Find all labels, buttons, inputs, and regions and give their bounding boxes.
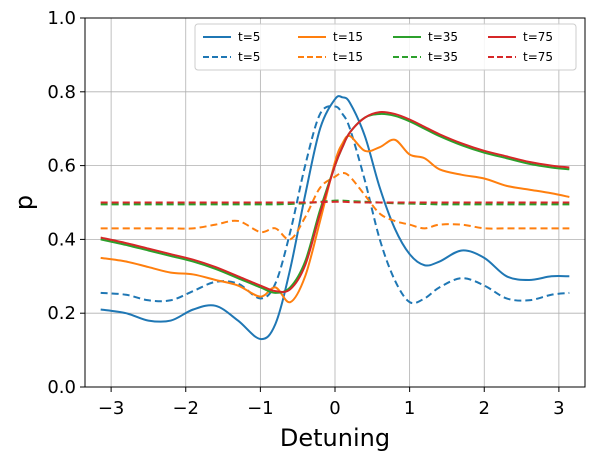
y-tick-label: 0.0: [47, 377, 76, 398]
series-line-t-5-dashed: [100, 105, 570, 305]
x-tick-label: 0: [329, 398, 340, 419]
series-line-t-5-solid: [100, 95, 570, 341]
y-tick-label: 0.6: [47, 156, 76, 177]
legend: t=5 t=5 t=15 t=15 t=35 t=35 t=75 t=75: [194, 23, 577, 71]
x-tick-label: −3: [98, 398, 125, 419]
x-axis-label: Detuning: [280, 424, 390, 452]
legend-entry-label: t=15: [333, 50, 363, 64]
y-tick-label: 0.2: [47, 303, 76, 324]
y-axis-label: p: [10, 195, 38, 210]
y-tick-label: 0.4: [47, 229, 76, 250]
legend-entry-label: t=5: [238, 50, 260, 64]
x-tick-label: 3: [553, 398, 564, 419]
x-tick-label: 1: [404, 398, 415, 419]
legend-entry-label: t=15: [333, 30, 363, 44]
series-line-t-75-solid: [100, 110, 570, 293]
x-tick-label: −1: [247, 398, 274, 419]
legend-entry-label: t=35: [428, 50, 458, 64]
x-tick-label: −2: [172, 398, 199, 419]
axis-ticks: −3 −2 −1 0 1 2 3 0.0 0.2 0.4 0.6 0.8 1.0: [47, 8, 564, 419]
legend-box: [194, 23, 577, 71]
legend-entry-label: t=35: [428, 30, 458, 44]
series-line-t-35-dashed: [100, 199, 570, 206]
legend-entry-label: t=75: [523, 50, 553, 64]
series-line-t-15-dashed: [100, 171, 570, 241]
legend-entry-label: t=75: [523, 30, 553, 44]
series-line-t-75-dashed: [100, 200, 570, 204]
x-tick-label: 2: [479, 398, 490, 419]
series-line-t-15-solid: [100, 134, 570, 304]
legend-entry-label: t=5: [238, 30, 260, 44]
y-tick-label: 0.8: [47, 82, 76, 103]
data-series: [100, 95, 570, 341]
y-tick-label: 1.0: [47, 8, 76, 29]
